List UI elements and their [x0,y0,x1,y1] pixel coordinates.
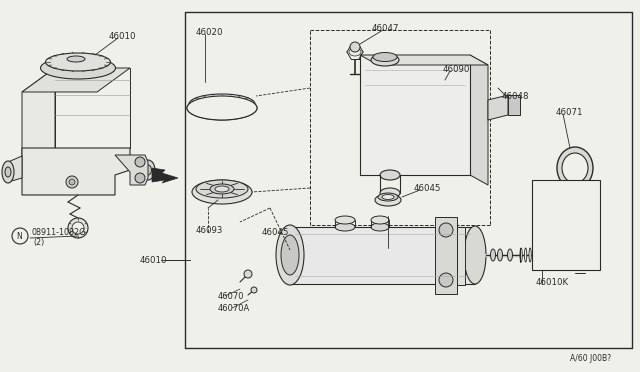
Circle shape [350,42,360,52]
Ellipse shape [215,186,229,192]
Ellipse shape [281,235,299,275]
Text: 46010: 46010 [109,32,136,41]
Ellipse shape [371,54,399,66]
Text: 46070A: 46070A [218,304,250,313]
Circle shape [251,287,257,293]
Circle shape [439,273,453,287]
Polygon shape [55,68,130,148]
Circle shape [72,222,84,234]
Circle shape [244,270,252,278]
Bar [457,227,465,285]
Circle shape [439,223,453,237]
Text: 46071: 46071 [556,108,584,117]
Ellipse shape [141,160,155,180]
Ellipse shape [335,223,355,231]
Ellipse shape [538,248,540,262]
Circle shape [135,157,145,167]
Ellipse shape [520,248,522,262]
Polygon shape [8,156,22,182]
Polygon shape [115,155,148,185]
Ellipse shape [543,248,545,262]
Polygon shape [22,148,130,195]
Ellipse shape [67,56,85,62]
Polygon shape [290,227,475,284]
Ellipse shape [189,94,255,114]
Ellipse shape [145,165,152,175]
Polygon shape [22,68,130,92]
Ellipse shape [276,225,304,285]
Ellipse shape [508,249,513,261]
Circle shape [66,176,78,188]
Ellipse shape [547,248,549,262]
Ellipse shape [210,99,230,106]
Circle shape [68,218,88,238]
Ellipse shape [187,96,257,120]
Ellipse shape [373,52,397,61]
Text: A/60 J00B?: A/60 J00B? [570,354,611,363]
Ellipse shape [210,184,234,194]
Ellipse shape [349,48,361,56]
Ellipse shape [380,170,400,180]
Text: 46010: 46010 [140,256,168,265]
Ellipse shape [371,223,389,231]
Polygon shape [130,156,148,178]
Ellipse shape [192,180,252,204]
Polygon shape [470,55,488,185]
Polygon shape [488,95,508,120]
Polygon shape [152,168,178,183]
Ellipse shape [40,57,115,79]
Ellipse shape [187,96,257,120]
Polygon shape [435,217,457,294]
Text: 46045: 46045 [414,184,442,193]
Text: 46090: 46090 [443,65,470,74]
Polygon shape [22,68,55,170]
Ellipse shape [562,153,588,183]
Ellipse shape [556,248,558,262]
Bar [508,95,520,115]
Bar [532,180,600,270]
Ellipse shape [497,249,502,261]
Ellipse shape [375,194,401,206]
Ellipse shape [464,226,486,284]
Text: 46070: 46070 [218,292,244,301]
Text: 08911-1082G: 08911-1082G [32,228,86,237]
Text: N: N [16,231,22,241]
Text: 46093: 46093 [196,226,223,235]
Ellipse shape [298,232,307,236]
Ellipse shape [529,248,531,262]
Ellipse shape [534,248,536,262]
Ellipse shape [525,248,527,262]
Ellipse shape [295,231,311,237]
Ellipse shape [5,167,11,177]
Text: 46020: 46020 [196,28,223,37]
Ellipse shape [561,248,563,262]
Text: 46045: 46045 [262,228,289,237]
Ellipse shape [490,249,495,261]
Ellipse shape [2,161,14,183]
Ellipse shape [557,147,593,189]
Ellipse shape [552,248,554,262]
Polygon shape [360,55,488,65]
Ellipse shape [45,53,111,71]
Ellipse shape [571,246,579,264]
Ellipse shape [371,216,389,224]
Circle shape [69,179,75,185]
Text: 46048: 46048 [502,92,529,101]
Ellipse shape [378,193,398,201]
Ellipse shape [335,216,355,224]
Circle shape [12,228,28,244]
Bar [360,55,470,175]
Ellipse shape [382,195,394,199]
Text: 46010K: 46010K [536,278,569,287]
Ellipse shape [292,231,314,241]
Text: 46047: 46047 [372,24,399,33]
Circle shape [135,173,145,183]
Text: (2): (2) [33,237,44,247]
Ellipse shape [380,188,400,198]
Ellipse shape [196,180,248,198]
